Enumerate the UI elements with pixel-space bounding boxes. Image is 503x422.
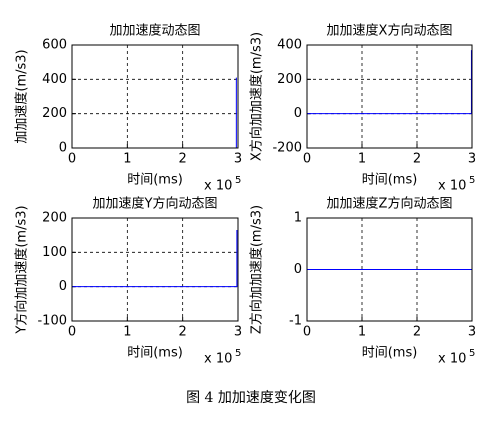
x-scale-base: x 10 — [438, 179, 466, 194]
y-tick-label: -200 — [272, 141, 302, 156]
data-line — [307, 50, 472, 115]
x-tick-label: 1 — [358, 152, 366, 167]
x-tick-label: 0 — [303, 152, 311, 167]
x-tick-label: 3 — [468, 152, 476, 167]
y-tick-label: -1 — [289, 314, 302, 329]
x-axis-label: 时间(ms) — [127, 173, 183, 188]
axes-box — [71, 217, 239, 322]
axes-box — [71, 44, 239, 149]
x-axis-label: 时间(ms) — [362, 173, 418, 188]
x-tick-label: 2 — [179, 152, 187, 167]
y-tick-label: 200 — [42, 211, 67, 226]
y-tick-label: 0 — [59, 279, 67, 294]
x-tick-label: 0 — [303, 325, 311, 340]
x-tick-label: 3 — [468, 325, 476, 340]
chart-title: 加加速度X方向动态图 — [327, 23, 453, 39]
x-tick-label: 1 — [123, 152, 131, 167]
x-tick-label: 3 — [234, 325, 242, 340]
y-tick-label: 1 — [294, 211, 302, 226]
x-tick-label: 0 — [68, 325, 76, 340]
x-scale-power: 5 — [235, 348, 241, 359]
y-tick-label: 0 — [294, 106, 302, 121]
chart-title: 加加速度动态图 — [109, 23, 200, 39]
y-tick-label: 600 — [42, 38, 67, 53]
plot-area — [307, 45, 472, 148]
x-scale-base: x 10 — [438, 352, 466, 367]
x-tick-label: 2 — [413, 325, 421, 340]
x-axis-label: 时间(ms) — [362, 346, 418, 361]
y-tick-label: 400 — [277, 38, 302, 53]
y-tick-label: 200 — [277, 72, 302, 87]
x-scale-power: 5 — [235, 175, 241, 186]
x-scale-power: 5 — [469, 348, 475, 359]
x-scale-base: x 10 — [204, 179, 232, 194]
x-tick-label: 2 — [413, 152, 421, 167]
y-tick-label: 0 — [294, 262, 302, 277]
y-axis-label: 加加速度(m/s3) — [14, 49, 30, 143]
y-axis-label: X方向加加速度(m/s3) — [249, 32, 265, 161]
x-scale-power: 5 — [469, 175, 475, 186]
plot-area — [72, 218, 238, 321]
axes-box — [306, 217, 473, 322]
x-scale-base: x 10 — [204, 352, 232, 367]
plot-area — [72, 45, 238, 148]
x-tick-label: 3 — [234, 152, 242, 167]
y-axis-label: Y方向加加速度(m/s3) — [14, 205, 30, 334]
x-tick-label: 1 — [358, 325, 366, 340]
chart-title: 加加速度Z方向动态图 — [327, 196, 453, 212]
y-tick-label: 100 — [42, 245, 67, 260]
data-line — [72, 230, 238, 288]
y-tick-label: 0 — [59, 141, 67, 156]
y-tick-label: 400 — [42, 72, 67, 87]
x-tick-label: 1 — [123, 325, 131, 340]
axes-box — [306, 44, 473, 149]
x-tick-label: 0 — [68, 152, 76, 167]
x-tick-label: 2 — [179, 325, 187, 340]
chart-title: 加加速度Y方向动态图 — [93, 196, 218, 212]
figure-caption: 图 4 加加速度变化图 — [186, 390, 316, 406]
x-axis-label: 时间(ms) — [127, 346, 183, 361]
y-tick-label: 200 — [42, 106, 67, 121]
y-axis-label: Z方向加加速度(m/s3) — [249, 205, 265, 334]
y-tick-label: -100 — [37, 314, 67, 329]
